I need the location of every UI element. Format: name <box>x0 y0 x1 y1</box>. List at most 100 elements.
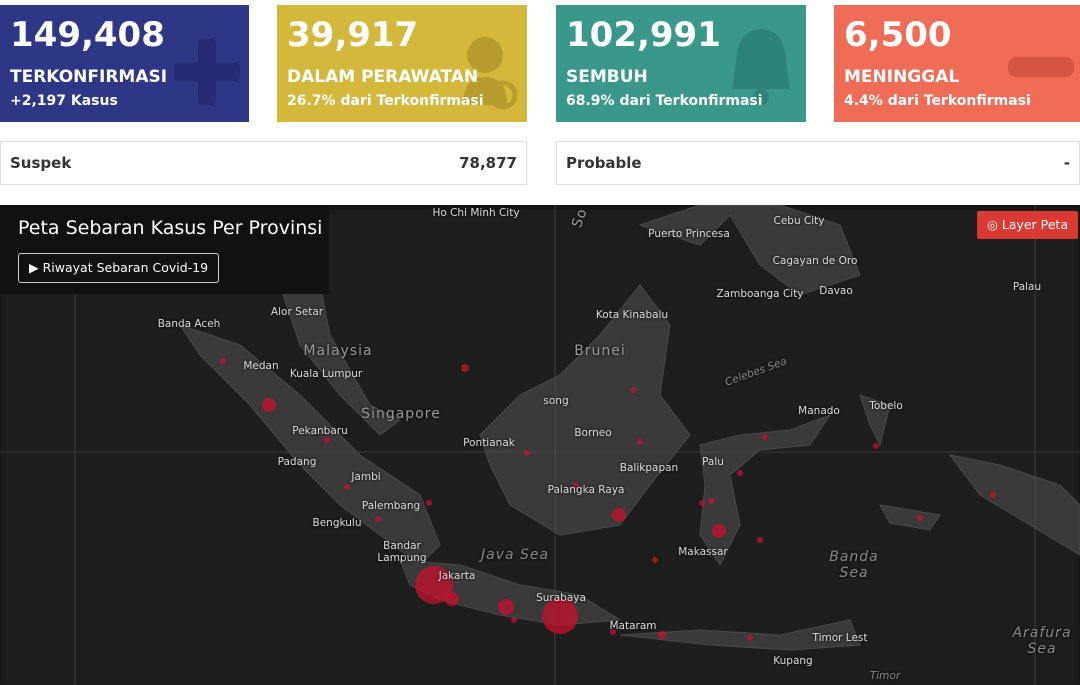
case-marker[interactable] <box>262 398 276 412</box>
case-marker[interactable] <box>757 537 763 543</box>
case-marker[interactable] <box>612 508 626 522</box>
button-text: Layer Peta <box>1001 217 1068 232</box>
case-marker[interactable] <box>873 443 879 449</box>
icon <box>732 29 790 105</box>
case-marker[interactable] <box>375 516 381 522</box>
map-label: Banda Sea <box>829 549 879 581</box>
sub: 68.9% dari Terkonfirmasi <box>566 93 763 109</box>
map-label: Timor Lest <box>812 632 868 644</box>
card-confirmed: 149,408 TERKONFIRMASI +2,197 Kasus <box>0 5 249 122</box>
case-marker[interactable] <box>610 629 616 635</box>
map[interactable]: Ho Chi Minh CityNakhon Si ThammaratBanda… <box>0 205 1080 685</box>
case-marker[interactable] <box>737 470 743 476</box>
map-label: Singapore <box>361 406 441 422</box>
case-marker[interactable] <box>511 617 517 623</box>
case-marker[interactable] <box>461 364 469 372</box>
map-label: Cebu City <box>773 215 825 227</box>
case-marker[interactable] <box>917 515 923 521</box>
map-label: Java Sea <box>480 547 550 563</box>
map-label: Alor Setar <box>270 306 324 318</box>
map-label: Ho Chi Minh City <box>432 207 520 219</box>
sub: 26.7% dari Terkonfirmasi <box>287 93 484 109</box>
map-label: Palangka Raya <box>547 484 625 496</box>
label: SEMBUH <box>566 67 648 87</box>
sub: 4.4% dari Terkonfirmasi <box>844 93 1031 109</box>
map-label: Palembang <box>361 500 421 512</box>
layer-button[interactable]: ◎ Layer Peta <box>976 211 1078 239</box>
map-label: Puerto Princesa <box>648 228 730 240</box>
case-marker[interactable] <box>699 500 705 506</box>
map-label: Tobelo <box>869 400 903 412</box>
map-label: Borneo <box>574 427 612 439</box>
row-label: Probable <box>566 154 642 172</box>
map-label: Kupang <box>773 655 813 667</box>
map-label: Palu <box>702 456 724 468</box>
map-label: Bandar Lampung <box>377 540 427 564</box>
map-label: song <box>543 395 569 407</box>
card-deaths: 6,500 MENINGGAL 4.4% dari Terkonfirmasi <box>834 5 1080 122</box>
map-label: Manado <box>798 405 840 417</box>
case-marker[interactable] <box>220 358 226 364</box>
map-label: Bengkulu <box>312 517 362 529</box>
button-text: Riwayat Sebaran Covid-19 <box>42 260 209 275</box>
row-value: - <box>1063 154 1070 172</box>
case-marker[interactable] <box>637 439 643 445</box>
case-marker[interactable] <box>445 592 459 606</box>
value: 102,991 <box>566 15 721 55</box>
map-label: Palau <box>1012 281 1042 293</box>
case-marker[interactable] <box>652 557 658 563</box>
value: 149,408 <box>10 15 165 55</box>
map-panel: Peta Sebaran Kasus Per Provinsi ▶ Riwaya… <box>0 205 329 294</box>
map-title: Peta Sebaran Kasus Per Provinsi <box>18 217 323 239</box>
suspect-row: Suspek 78,877 <box>0 141 527 185</box>
map-label: Jambi <box>351 471 381 483</box>
label: TERKONFIRMASI <box>10 67 168 87</box>
icon <box>463 37 518 110</box>
probable-row: Probable - <box>556 141 1080 185</box>
case-marker[interactable] <box>990 492 996 498</box>
case-marker[interactable] <box>658 631 666 639</box>
map-label: Padang <box>277 456 317 468</box>
map-label: Davao <box>819 285 853 297</box>
row-value: 78,877 <box>459 154 517 172</box>
case-marker[interactable] <box>426 500 432 506</box>
map-label: Surabaya <box>536 592 586 604</box>
map-label: Malaysia <box>303 343 373 359</box>
case-marker[interactable] <box>709 498 715 504</box>
case-marker[interactable] <box>573 482 579 488</box>
map-label: Balikpapan <box>619 462 679 474</box>
case-marker[interactable] <box>630 387 636 393</box>
sub: +2,197 Kasus <box>10 93 118 109</box>
case-marker[interactable] <box>324 437 330 443</box>
case-marker[interactable] <box>344 484 350 490</box>
icon <box>1008 57 1074 77</box>
map-label: Medan <box>243 360 279 372</box>
card-recovered: 102,991 SEMBUH 68.9% dari Terkonfirmasi <box>556 5 806 122</box>
case-marker[interactable] <box>498 599 514 615</box>
map-label: Jakarta <box>438 570 476 582</box>
case-marker[interactable] <box>415 566 453 604</box>
case-marker[interactable] <box>542 598 578 634</box>
row-label: Suspek <box>10 154 72 172</box>
label: DALAM PERAWATAN <box>287 67 479 87</box>
map-label: Banda Aceh <box>157 318 221 330</box>
value: 39,917 <box>287 15 419 55</box>
case-marker[interactable] <box>747 635 753 641</box>
map-label: Pontianak <box>463 437 515 449</box>
case-marker[interactable] <box>712 524 726 538</box>
map-label: Mataram <box>609 620 657 632</box>
label: MENINGGAL <box>844 67 960 87</box>
history-button[interactable]: ▶ Riwayat Sebaran Covid-19 <box>18 253 220 283</box>
map-label: Pekanbaru <box>292 425 348 437</box>
map-label: Brunei <box>574 343 626 359</box>
case-marker[interactable] <box>524 450 530 456</box>
card-treated: 39,917 DALAM PERAWATAN 26.7% dari Terkon… <box>277 5 527 122</box>
icon <box>174 39 240 105</box>
map-label: Arafura Sea <box>1012 625 1072 657</box>
map-label: Makassar <box>678 546 728 558</box>
map-label: Timor <box>869 670 901 682</box>
map-label: Zamboanga City <box>716 288 804 300</box>
case-marker[interactable] <box>762 434 768 440</box>
map-label: Cagayan de Oro <box>772 255 858 267</box>
